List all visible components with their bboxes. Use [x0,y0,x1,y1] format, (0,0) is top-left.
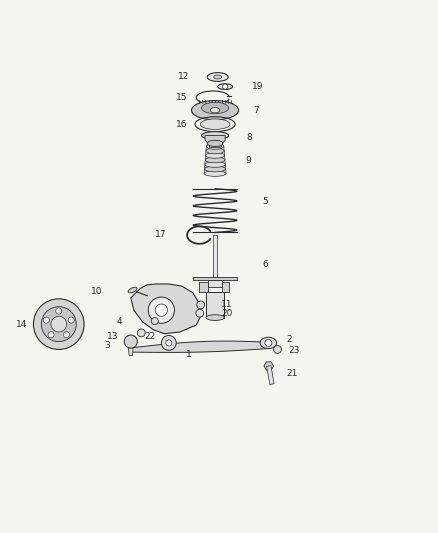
Polygon shape [205,135,225,147]
Text: 11: 11 [221,301,233,310]
Ellipse shape [206,315,224,320]
Circle shape [56,308,62,314]
Circle shape [138,329,145,337]
Circle shape [274,345,282,353]
Text: 16: 16 [176,120,187,128]
Text: 15: 15 [176,93,187,102]
Circle shape [196,309,204,317]
Text: 23: 23 [289,346,300,355]
Polygon shape [267,366,274,384]
Polygon shape [208,280,223,287]
Circle shape [151,318,158,325]
Ellipse shape [200,119,230,130]
Circle shape [223,84,228,89]
Text: 19: 19 [252,82,263,91]
Text: 12: 12 [178,71,189,80]
Polygon shape [206,292,224,318]
Circle shape [124,335,138,348]
Ellipse shape [218,84,233,90]
Ellipse shape [128,287,137,293]
Text: 1: 1 [186,350,191,359]
Text: 2: 2 [287,335,292,344]
Ellipse shape [201,102,229,114]
Ellipse shape [205,157,225,163]
Ellipse shape [205,152,225,158]
Circle shape [265,340,272,346]
Ellipse shape [214,75,222,79]
Text: 5: 5 [263,197,268,206]
Text: 14: 14 [15,320,27,329]
Circle shape [33,299,84,350]
Text: 17: 17 [155,230,166,239]
Text: 13: 13 [107,332,119,341]
Circle shape [48,332,54,338]
Circle shape [41,306,76,342]
Text: 9: 9 [245,156,251,165]
Circle shape [155,304,167,316]
Circle shape [148,297,174,323]
Text: 8: 8 [246,133,252,142]
Text: 22: 22 [145,332,155,341]
Text: 20: 20 [221,309,233,318]
Circle shape [166,340,172,346]
Text: 21: 21 [286,368,297,377]
Ellipse shape [260,337,277,349]
Polygon shape [193,277,237,280]
Circle shape [197,301,205,309]
Ellipse shape [205,166,226,172]
Circle shape [68,317,74,323]
Polygon shape [129,348,133,356]
Polygon shape [131,284,201,334]
Polygon shape [129,341,271,352]
Ellipse shape [204,171,226,176]
Polygon shape [213,235,218,277]
Ellipse shape [201,132,229,140]
Text: 4: 4 [117,317,122,326]
Circle shape [43,317,49,323]
Text: 6: 6 [263,260,268,269]
Text: 7: 7 [253,106,259,115]
Polygon shape [264,362,274,370]
Ellipse shape [207,72,228,82]
Text: 3: 3 [104,341,110,350]
Ellipse shape [191,101,239,120]
Circle shape [161,335,176,350]
Circle shape [51,316,67,332]
Ellipse shape [210,108,220,113]
Ellipse shape [206,143,224,149]
Text: 10: 10 [91,287,102,296]
Ellipse shape [206,148,224,154]
Circle shape [64,332,70,338]
Polygon shape [223,282,229,292]
Ellipse shape [205,161,225,167]
Polygon shape [199,282,208,292]
Ellipse shape [207,140,223,147]
